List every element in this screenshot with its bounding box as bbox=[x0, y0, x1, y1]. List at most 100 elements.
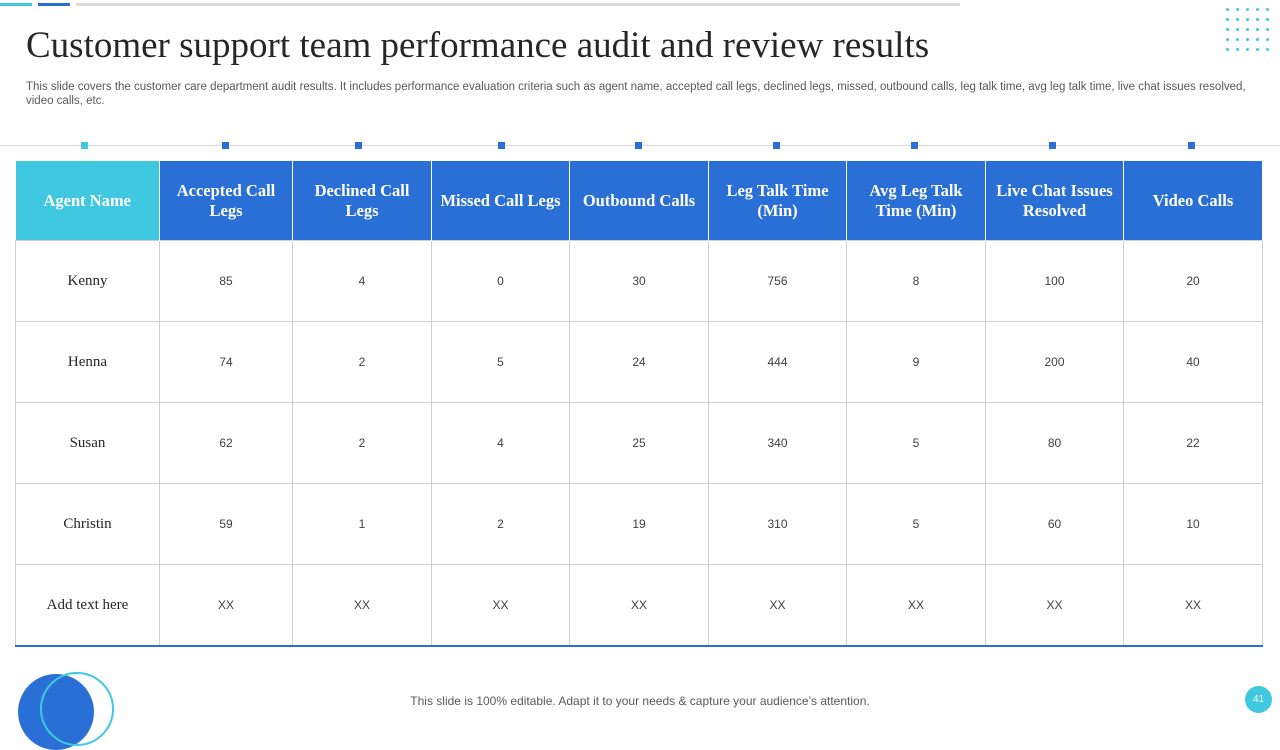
table-cell: 25 bbox=[569, 402, 709, 484]
accent-segment-cyan bbox=[0, 3, 32, 6]
page-number-badge: 41 bbox=[1245, 686, 1272, 713]
agent-name-cell: Christin bbox=[15, 483, 160, 565]
grid-dot bbox=[1256, 28, 1259, 31]
footer-note: This slide is 100% editable. Adapt it to… bbox=[410, 694, 870, 708]
grid-dot bbox=[1266, 48, 1269, 51]
grid-dot bbox=[1256, 48, 1259, 51]
table-row: Add text here XX XX XX XX XX XX XX XX bbox=[15, 564, 1263, 647]
agent-name-cell: Susan bbox=[15, 402, 160, 484]
page-title: Customer support team performance audit … bbox=[26, 25, 930, 66]
table-cell: 60 bbox=[985, 483, 1124, 565]
table-cell: 20 bbox=[1123, 240, 1263, 322]
header-accepted-call-legs: Accepted Call Legs bbox=[159, 161, 293, 241]
grid-dot bbox=[1226, 18, 1229, 21]
grid-dot bbox=[1246, 28, 1249, 31]
grid-dot bbox=[1256, 18, 1259, 21]
table-cell: 200 bbox=[985, 321, 1124, 403]
header-outbound-calls: Outbound Calls bbox=[569, 161, 709, 241]
table-cell: 19 bbox=[569, 483, 709, 565]
agent-name-cell: Add text here bbox=[15, 564, 160, 647]
table-cell: 4 bbox=[431, 402, 570, 484]
grid-dot bbox=[1236, 8, 1239, 11]
table-cell: 74 bbox=[159, 321, 293, 403]
agent-name-cell: Henna bbox=[15, 321, 160, 403]
header-agent-name: Agent Name bbox=[15, 161, 160, 241]
header-leg-talk-time: Leg Talk Time (Min) bbox=[708, 161, 847, 241]
table-cell: 1 bbox=[292, 483, 432, 565]
grid-dot bbox=[1236, 38, 1239, 41]
table-cell: 2 bbox=[292, 402, 432, 484]
corner-ring-decoration bbox=[40, 672, 114, 746]
grid-dot bbox=[1226, 8, 1229, 11]
table-cell: 5 bbox=[846, 402, 986, 484]
grid-dot bbox=[1266, 18, 1269, 21]
table-cell: XX bbox=[569, 564, 709, 647]
table-cell: XX bbox=[846, 564, 986, 647]
table-cell: 24 bbox=[569, 321, 709, 403]
table-cell: 5 bbox=[431, 321, 570, 403]
table-cell: 444 bbox=[708, 321, 847, 403]
table-cell: XX bbox=[1123, 564, 1263, 647]
grid-dot bbox=[1236, 28, 1239, 31]
table-cell: 8 bbox=[846, 240, 986, 322]
header-missed-call-legs: Missed Call Legs bbox=[431, 161, 570, 241]
table-cell: 85 bbox=[159, 240, 293, 322]
grid-dot bbox=[1256, 8, 1259, 11]
header-declined-call-legs: Declined Call Legs bbox=[292, 161, 432, 241]
table-cell: 2 bbox=[431, 483, 570, 565]
table-cell: 10 bbox=[1123, 483, 1263, 565]
header-live-chat-issues-resolved: Live Chat Issues Resolved bbox=[985, 161, 1124, 241]
top-accent-bar bbox=[0, 3, 960, 6]
accent-line-gray bbox=[76, 3, 960, 6]
accent-segment-blue bbox=[38, 3, 70, 6]
header-video-calls: Video Calls bbox=[1123, 161, 1263, 241]
column-marker bbox=[635, 142, 642, 149]
table-cell: 9 bbox=[846, 321, 986, 403]
table-cell: 22 bbox=[1123, 402, 1263, 484]
audit-results-table: Agent Name Accepted Call Legs Declined C… bbox=[15, 161, 1263, 647]
column-marker bbox=[355, 142, 362, 149]
grid-dot bbox=[1256, 38, 1259, 41]
table-cell: XX bbox=[431, 564, 570, 647]
table-cell: 62 bbox=[159, 402, 293, 484]
page-subtitle: This slide covers the customer care depa… bbox=[26, 81, 1246, 107]
table-cell: 80 bbox=[985, 402, 1124, 484]
column-marker bbox=[1049, 142, 1056, 149]
table-cell: 59 bbox=[159, 483, 293, 565]
column-marker bbox=[222, 142, 229, 149]
grid-dot bbox=[1266, 8, 1269, 11]
header-avg-leg-talk-time: Avg Leg Talk Time (Min) bbox=[846, 161, 986, 241]
column-marker bbox=[1188, 142, 1195, 149]
grid-dot bbox=[1266, 28, 1269, 31]
table-cell: 2 bbox=[292, 321, 432, 403]
grid-dot bbox=[1266, 38, 1269, 41]
table-cell: 0 bbox=[431, 240, 570, 322]
table-cell: 310 bbox=[708, 483, 847, 565]
table-row: Kenny 85 4 0 30 756 8 100 20 bbox=[15, 240, 1263, 322]
grid-dot bbox=[1236, 18, 1239, 21]
dot-grid-decoration bbox=[1226, 8, 1276, 54]
table-cell: XX bbox=[985, 564, 1124, 647]
table-cell: 4 bbox=[292, 240, 432, 322]
table-row: Susan 62 2 4 25 340 5 80 22 bbox=[15, 402, 1263, 484]
grid-dot bbox=[1246, 48, 1249, 51]
table-cell: 100 bbox=[985, 240, 1124, 322]
table-header-row: Agent Name Accepted Call Legs Declined C… bbox=[15, 161, 1263, 241]
table-cell: XX bbox=[159, 564, 293, 647]
column-marker bbox=[498, 142, 505, 149]
grid-dot bbox=[1226, 38, 1229, 41]
table-row: Christin 59 1 2 19 310 5 60 10 bbox=[15, 483, 1263, 565]
table-cell: 5 bbox=[846, 483, 986, 565]
grid-dot bbox=[1226, 28, 1229, 31]
grid-dot bbox=[1236, 48, 1239, 51]
column-marker bbox=[911, 142, 918, 149]
table-cell: XX bbox=[708, 564, 847, 647]
column-marker bbox=[773, 142, 780, 149]
grid-dot bbox=[1246, 18, 1249, 21]
table-cell: XX bbox=[292, 564, 432, 647]
grid-dot bbox=[1226, 48, 1229, 51]
agent-name-cell: Kenny bbox=[15, 240, 160, 322]
table-cell: 340 bbox=[708, 402, 847, 484]
table-cell: 756 bbox=[708, 240, 847, 322]
column-marker bbox=[81, 142, 88, 149]
